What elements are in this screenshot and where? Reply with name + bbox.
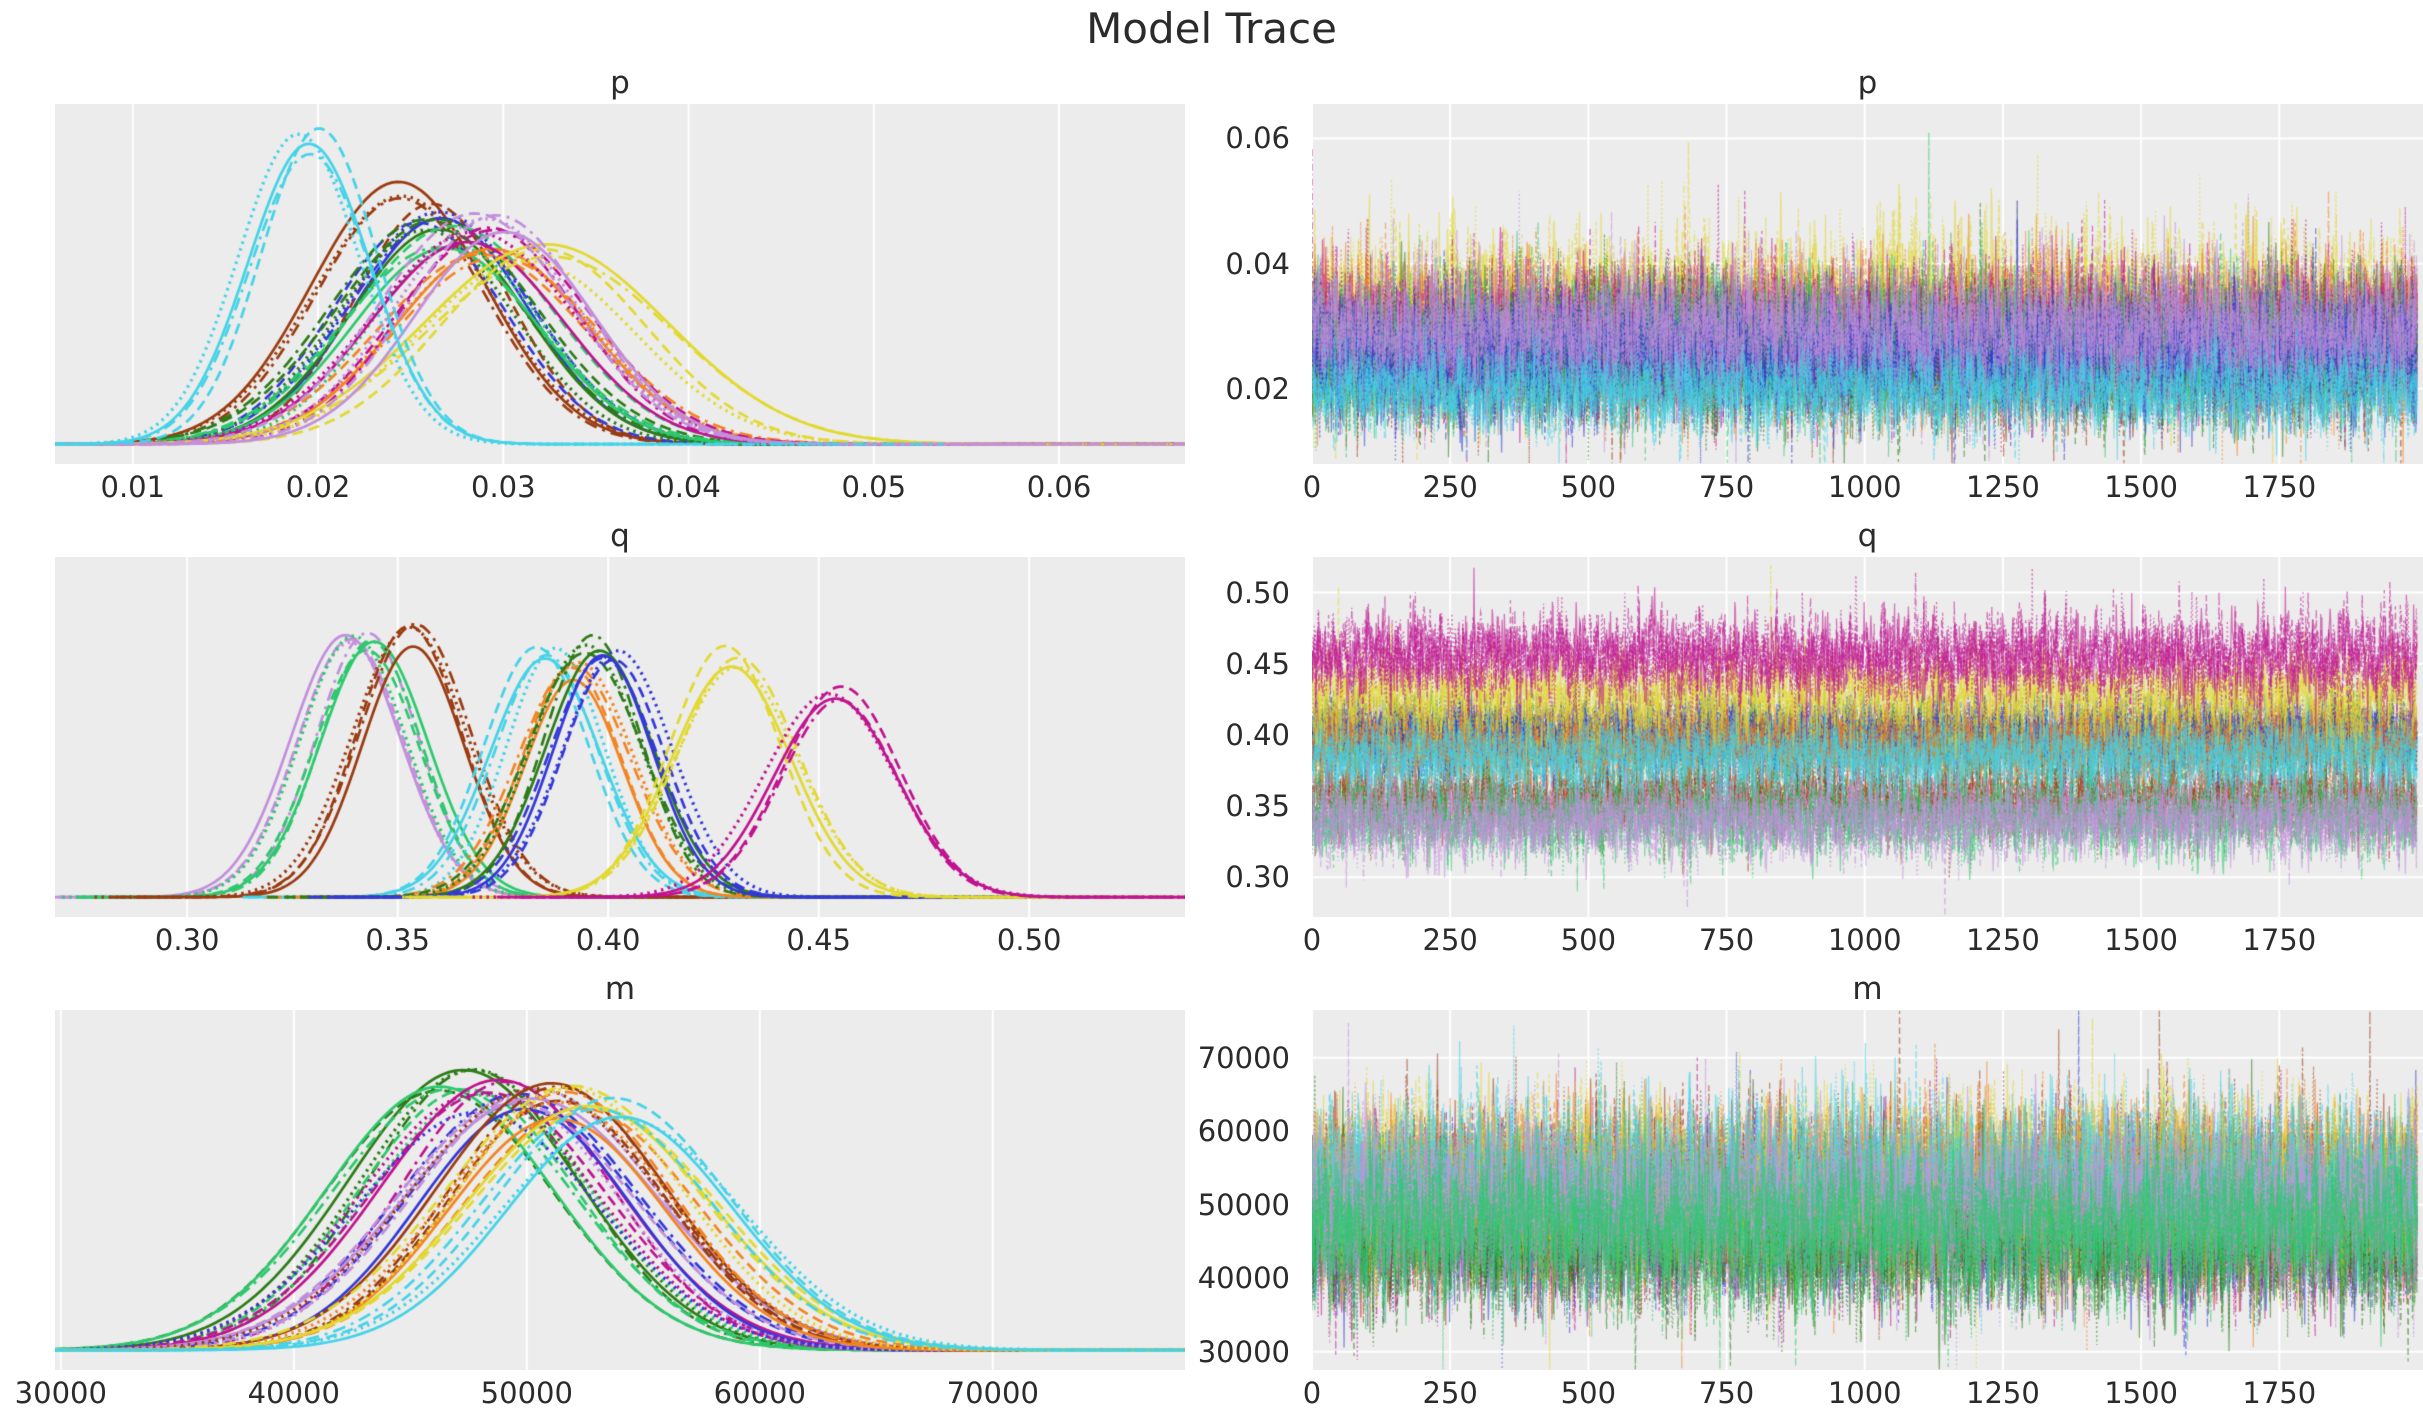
panel-q-trace: q 0.30 0.35 0.40 0.45 0.50 0 250 500 750 1000 125…: [1225, 515, 2423, 967]
x-tick-label: 1000: [1827, 923, 1902, 957]
panel-p-trace: p 0.02 0.04 0.06 0 250 500 750 1000 1250 1500 175…: [1225, 62, 2423, 514]
x-tick-label: 250: [1422, 470, 1478, 504]
x-tick-label: 1500: [2104, 923, 2178, 957]
x-axis-m-trace: 0 250 500 750 1000 1250 1500 1750: [1303, 1370, 2423, 1416]
x-tick-label: 0.01: [100, 470, 166, 504]
x-tick-label: 1000: [1827, 1376, 1902, 1410]
panel-m-trace: m 30000 40000 50000 60000 70000 0 250 500 750 10…: [1198, 968, 2423, 1420]
y-tick-label: 40000: [1197, 1261, 1290, 1296]
panel-q-density: q 0.30 0.35 0.40 0.45 0.50: [55, 515, 1185, 967]
x-tick-label: 1500: [2104, 1376, 2178, 1410]
subplot-title-q-trace: q: [1857, 518, 1878, 554]
x-tick-label: 250: [1422, 1376, 1478, 1410]
y-tick-label: 50000: [1197, 1187, 1290, 1222]
x-tick-label: 0.06: [1026, 470, 1092, 504]
p-trace-canvas: [1312, 104, 2423, 464]
x-axis-q-density: 0.30 0.35 0.40 0.45 0.50: [55, 917, 1185, 963]
x-tick-label: 0.03: [470, 470, 536, 504]
x-tick-label: 0.35: [365, 923, 430, 957]
x-tick-label: 750: [1698, 1376, 1755, 1410]
x-tick-label: 1500: [2104, 470, 2178, 504]
x-tick-label: 0: [1302, 470, 1322, 504]
y-tick-label: 0.02: [1225, 371, 1290, 406]
x-tick-label: 0.30: [154, 923, 220, 957]
x-tick-label: 70000: [946, 1376, 1039, 1410]
x-tick-label: 1750: [2242, 923, 2317, 957]
x-tick-label: 750: [1698, 923, 1755, 957]
x-tick-label: 1000: [1827, 470, 1902, 504]
subplot-title-q-density: q: [610, 518, 630, 554]
x-axis-p-trace: 0 250 500 750 1000 1250 1500 1750: [1303, 464, 2423, 510]
x-tick-label: 0.45: [786, 923, 851, 957]
x-tick-label: 40000: [247, 1376, 340, 1410]
y-tick-label: 30000: [1197, 1334, 1290, 1369]
x-tick-label: 1250: [1966, 1376, 2040, 1410]
x-axis-q-trace: 0 250 500 750 1000 1250 1500 1750: [1303, 917, 2423, 963]
x-tick-label: 1750: [2242, 470, 2317, 504]
x-tick-label: 250: [1422, 923, 1478, 957]
figure-title: Model Trace: [1086, 4, 1337, 53]
y-tick-label: 0.04: [1225, 246, 1290, 281]
y-axis-p-trace: 0.02 0.04 0.06: [1185, 104, 1300, 464]
m-trace-canvas: [1312, 1010, 2423, 1370]
x-tick-label: 500: [1560, 923, 1617, 957]
x-tick-label: 1750: [2242, 1376, 2317, 1410]
subplot-title-p-density: p: [610, 65, 630, 101]
x-tick-label: 500: [1560, 470, 1617, 504]
x-tick-label: 0.05: [841, 470, 907, 504]
x-axis-m-density: 30000 40000 50000 60000 70000: [15, 1370, 1185, 1416]
y-axis-m-trace: 30000 40000 50000 60000 70000: [1185, 1010, 1300, 1370]
y-tick-label: 0.35: [1225, 789, 1290, 823]
panel-p-density: p 0.01 0.02 0.03 0.04 0.05 0.06: [55, 62, 1185, 514]
x-tick-label: 750: [1698, 470, 1755, 504]
subplot-title-m-density: m: [604, 971, 636, 1007]
x-tick-label: 0.40: [575, 923, 641, 957]
y-axis-q-trace: 0.30 0.35 0.40 0.45 0.50: [1185, 557, 1300, 917]
q-density-canvas: [55, 557, 1185, 917]
x-axis-p-density: 0.01 0.02 0.03 0.04 0.05 0.06: [55, 464, 1185, 510]
x-tick-label: 30000: [14, 1376, 107, 1410]
y-tick-label: 0.45: [1225, 646, 1290, 681]
x-tick-label: 0.04: [656, 470, 721, 504]
m-density-canvas: [55, 1010, 1185, 1370]
y-tick-label: 70000: [1197, 1040, 1290, 1075]
x-tick-label: 1250: [1966, 923, 2040, 957]
p-density-canvas: [55, 104, 1185, 464]
panel-m-density: m 30000 40000 50000 60000 70000: [15, 968, 1185, 1420]
x-tick-label: 1250: [1966, 470, 2040, 504]
x-tick-label: 0: [1302, 923, 1322, 957]
x-tick-label: 500: [1560, 1376, 1617, 1410]
x-tick-label: 0.50: [996, 923, 1062, 957]
y-tick-label: 0.30: [1225, 860, 1290, 895]
x-tick-label: 0: [1302, 1376, 1322, 1410]
y-tick-label: 0.50: [1225, 575, 1290, 610]
subplot-title-m-trace: m: [1852, 971, 1883, 1007]
x-tick-label: 0.02: [285, 470, 351, 504]
q-trace-canvas: [1312, 557, 2423, 917]
y-tick-label: 0.06: [1225, 121, 1290, 156]
x-tick-label: 50000: [480, 1376, 573, 1410]
y-tick-label: 0.40: [1225, 717, 1290, 752]
subplot-title-p-trace: p: [1857, 65, 1878, 101]
x-tick-label: 60000: [713, 1376, 806, 1410]
y-tick-label: 60000: [1197, 1114, 1290, 1149]
